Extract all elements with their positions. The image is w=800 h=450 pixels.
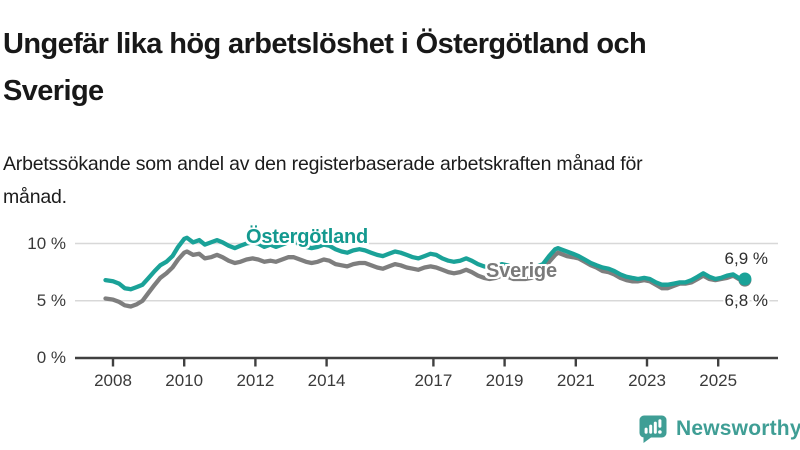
- series-label-ostergotland: Östergötland: [246, 226, 369, 248]
- x-axis-tick-label: 2025: [699, 371, 738, 390]
- end-value-label-sverige: 6,8 %: [724, 291, 768, 310]
- x-axis-tick-label: 2012: [236, 371, 275, 390]
- newsworthy-logo: Newsworthy: [638, 414, 800, 444]
- page-title: Ungefär lika hög arbetslöshet i Östergöt…: [3, 28, 647, 107]
- y-axis-tick-label: 10 %: [27, 233, 66, 253]
- x-axis-tick-label: 2014: [307, 371, 346, 390]
- y-axis-tick-label: 5 %: [36, 290, 66, 310]
- x-axis-tick-label: 2017: [414, 371, 453, 390]
- end-value-label-ostergotland: 6,9 %: [724, 249, 768, 268]
- newsworthy-chart-bubble-icon: [639, 415, 667, 443]
- y-axis-tick-label: 0 %: [36, 348, 66, 367]
- x-axis-tick-label: 2021: [556, 371, 595, 390]
- x-axis-tick-label: 2008: [94, 371, 132, 390]
- x-axis-tick-label: 2010: [165, 371, 204, 390]
- x-axis-tick-label: 2019: [485, 371, 524, 390]
- newsworthy-logo-text: Newsworthy: [676, 417, 800, 440]
- chart-subtitle: Arbetssökande som andel av den registerb…: [3, 152, 643, 208]
- x-axis-tick-label: 2023: [628, 371, 666, 390]
- series-label-sverige: Sverige: [486, 260, 557, 282]
